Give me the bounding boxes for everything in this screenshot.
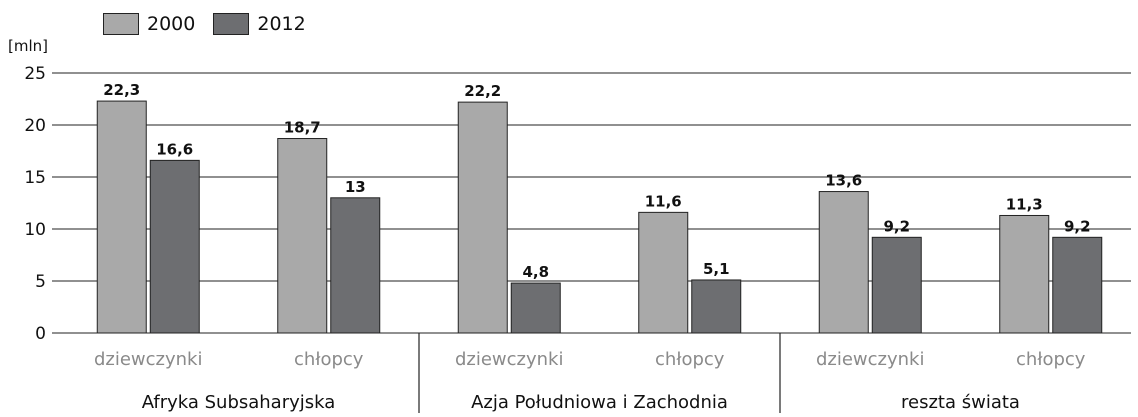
data-label: 11,6 [645,192,682,210]
group-label: Afryka Subsaharyjska [142,392,336,413]
legend-swatch-2000 [103,13,139,35]
bar [149,159,200,334]
group-label: reszta świata [901,392,1020,413]
legend-label-2000: 2000 [147,13,196,35]
bar [277,138,328,334]
x-tick-label: dziewczynki [816,349,925,370]
data-label: 9,2 [883,217,910,235]
bar [1052,236,1103,334]
data-label: 9,2 [1064,217,1091,235]
legend-swatch-2012 [213,13,250,35]
y-tick-label: 15 [24,168,46,188]
data-label: 11,3 [1006,195,1043,213]
data-label: 18,7 [284,119,321,137]
legend-label-2012: 2012 [257,13,306,35]
data-label: 4,8 [522,263,549,281]
bar [818,191,869,334]
data-label: 22,3 [103,81,140,99]
group-label: Azja Południowa i Zachodnia [471,392,728,413]
legend-item-2012: 2012 [213,13,306,35]
data-label: 5,1 [703,260,730,278]
bar [638,211,689,334]
bar [457,101,508,334]
y-tick-label: 20 [24,116,46,136]
data-label: 16,6 [156,140,193,158]
data-label: 13 [345,178,366,196]
legend: 2000 2012 [103,13,306,35]
x-tick-label: chłopcy [1016,349,1086,370]
y-tick-label: 25 [24,64,46,84]
x-tick-label: dziewczynki [455,349,564,370]
legend-item-2000: 2000 [103,13,195,35]
y-tick-label: 5 [35,272,46,292]
bar [871,236,922,334]
bar [330,197,381,334]
x-tick-label: chłopcy [294,349,364,370]
bar [510,282,561,334]
y-tick-label: 0 [35,324,46,344]
x-tick-label: dziewczynki [94,349,203,370]
bar [691,279,742,334]
bar [96,100,147,334]
bar [999,214,1050,334]
data-label: 22,2 [464,82,501,100]
y-tick-label: 10 [24,220,46,240]
y-axis-label: [mln] [8,37,48,55]
x-tick-label: chłopcy [655,349,725,370]
data-label: 13,6 [825,172,862,190]
